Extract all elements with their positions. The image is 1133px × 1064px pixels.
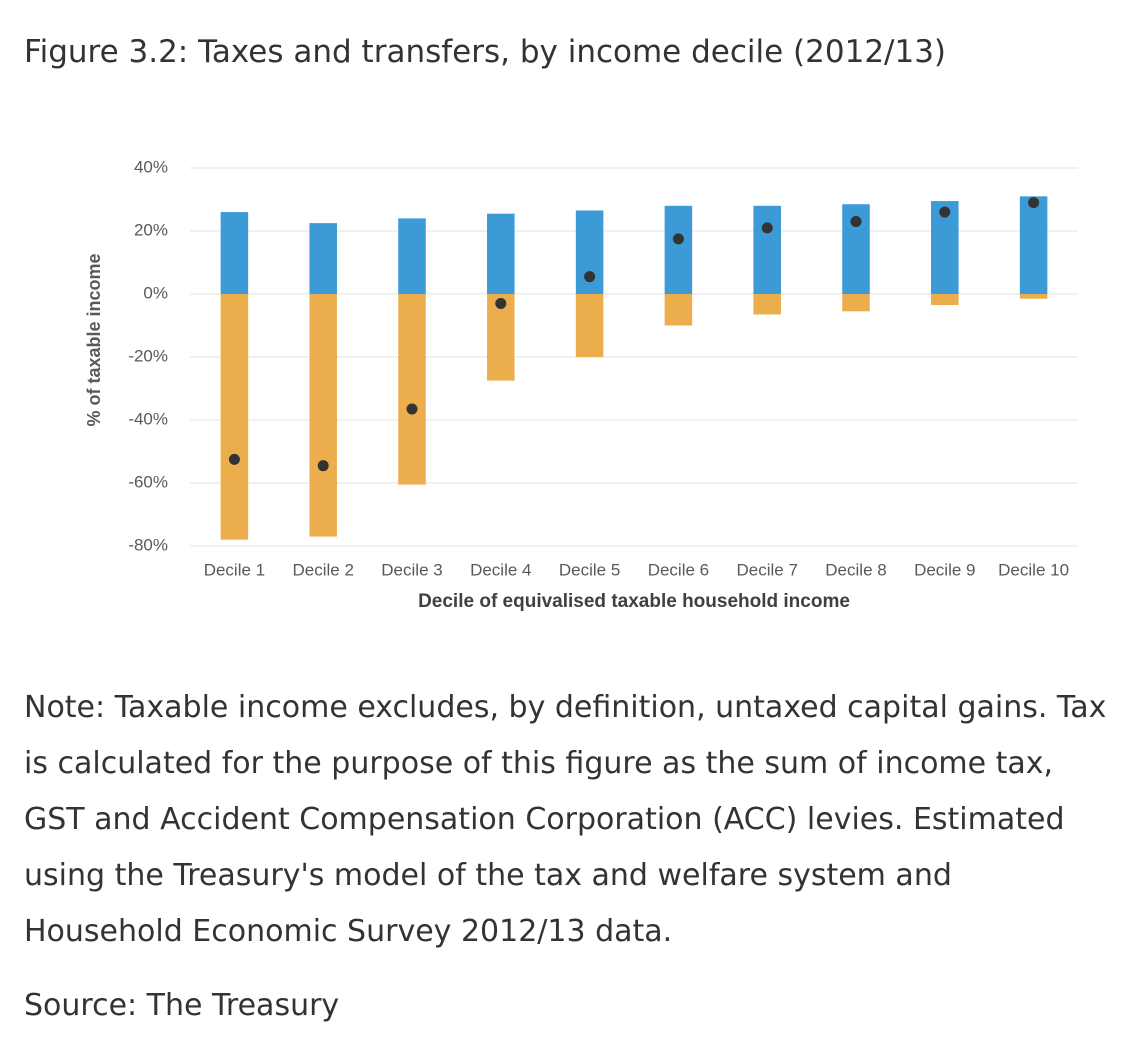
net-dot [850, 216, 862, 228]
bar [1019, 196, 1048, 294]
net-dot [584, 271, 596, 283]
bar [664, 294, 693, 326]
y-tick-label: 20% [134, 220, 168, 239]
bar [220, 212, 249, 294]
net-dot [939, 206, 951, 218]
bar [220, 294, 249, 540]
net-dot [495, 297, 507, 309]
y-tick-label: -40% [128, 409, 168, 428]
figure-title: Figure 3.2: Taxes and transfers, by inco… [24, 34, 947, 70]
bar [487, 213, 515, 294]
net-dot [317, 460, 329, 472]
bar [309, 294, 337, 537]
y-tick-label: 0% [143, 283, 168, 302]
bar [753, 294, 781, 315]
bar [575, 294, 604, 357]
y-tick-label: 40% [134, 157, 168, 176]
x-tick-label: Decile 1 [204, 560, 265, 579]
x-tick-label: Decile 6 [648, 560, 709, 579]
bar [931, 294, 959, 306]
net-dot [761, 222, 773, 234]
bar [309, 223, 337, 294]
net-dot [228, 453, 240, 465]
bar [842, 294, 870, 312]
note: Note: Taxable income excludes, by defini… [24, 690, 1107, 949]
y-axis-title: % of taxable income [84, 253, 104, 426]
x-tick-label: Decile 7 [736, 560, 797, 579]
net-dot [1028, 197, 1040, 209]
bar [753, 205, 781, 294]
x-tick-label: Decile 2 [292, 560, 353, 579]
x-axis-title: Decile of equivalised taxable household … [418, 591, 850, 612]
x-tick-label: Decile 8 [825, 560, 886, 579]
x-tick-label: Decile 5 [559, 560, 620, 579]
net-dot [406, 403, 418, 415]
bar [398, 218, 426, 294]
source: Source: The Treasury [24, 988, 340, 1023]
bar [1019, 294, 1048, 299]
y-tick-label: -20% [128, 346, 168, 365]
chart: % of taxable income Decile of equivalise… [84, 157, 1078, 612]
y-tick-label: -80% [128, 535, 168, 554]
x-tick-label: Decile 4 [470, 560, 531, 579]
bar [664, 205, 693, 294]
net-dot [672, 233, 684, 245]
y-tick-label: -60% [128, 472, 168, 491]
x-tick-label: Decile 3 [381, 560, 442, 579]
bar [398, 294, 426, 485]
x-tick-label: Decile 10 [998, 560, 1069, 579]
x-tick-label: Decile 9 [914, 560, 975, 579]
